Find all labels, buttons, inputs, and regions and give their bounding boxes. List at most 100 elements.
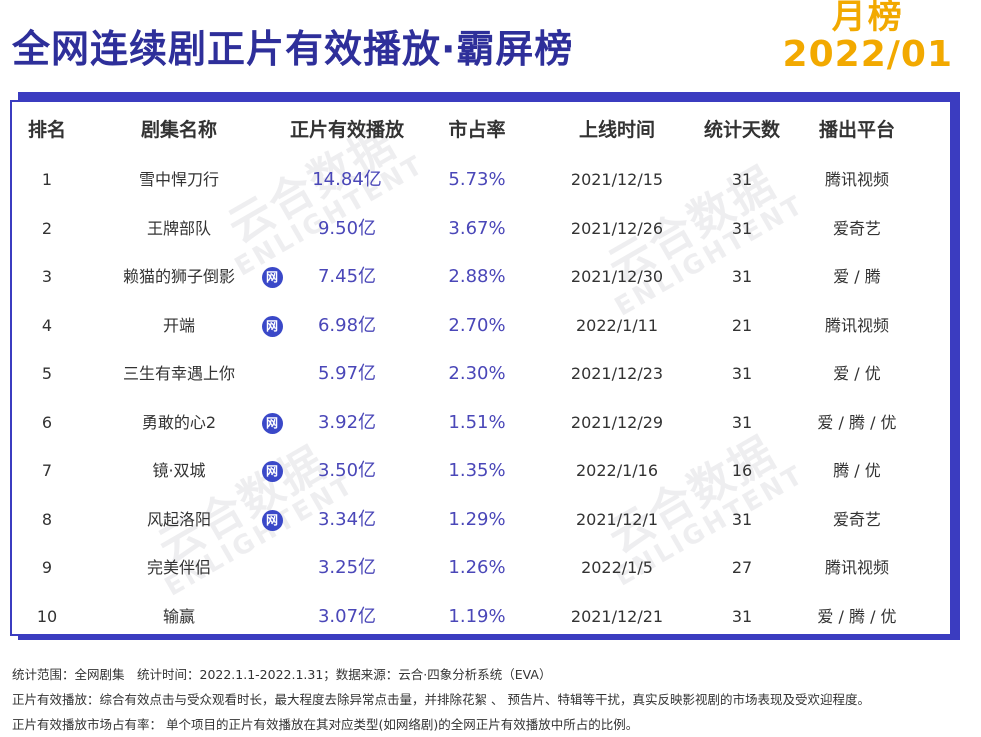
release-cell: 2022/1/16 — [575, 461, 659, 480]
release-cell: 2022/1/5 — [581, 558, 653, 577]
table-row: 8 风起洛阳 网 3.34亿 1.29% 2021/12/1 31 爱奇艺 — [12, 496, 950, 544]
release-cell: 2021/12/21 — [570, 606, 664, 626]
days-cell: 31 — [731, 606, 753, 626]
header-days: 统计天数 — [703, 119, 780, 141]
share-cell: 2.88% — [448, 266, 506, 287]
plays-cell: 7.45亿 — [317, 266, 377, 287]
platform-cell: 腾讯视频 — [824, 170, 889, 189]
plays-cell: 3.07亿 — [317, 605, 377, 627]
platform-cell: 爱 / 腾 / 优 — [817, 606, 897, 626]
header-share: 市占率 — [448, 119, 506, 141]
page-title: 全网连续剧正片有效播放·霸屏榜 — [12, 27, 574, 71]
web-series-badge: 网 — [261, 267, 283, 288]
platform-cell: 腾讯视频 — [824, 315, 889, 335]
title-cell: 风起洛阳 — [146, 509, 211, 529]
footnotes: 统计范围：全网剧集 统计时间：2022.1.1-2022.1.31；数据来源：云… — [12, 662, 870, 737]
plays-cell: 3.25亿 — [317, 557, 377, 578]
plays-cell: 3.92亿 — [317, 411, 377, 433]
plays-cell: 5.97亿 — [317, 363, 377, 384]
header-release: 上线时间 — [578, 119, 655, 141]
release-cell: 2021/12/26 — [570, 218, 664, 238]
share-cell: 3.67% — [448, 217, 506, 239]
table-header-row: 排名 剧集名称 正片有效播放 市占率 上线时间 统计天数 播出平台 — [12, 106, 950, 154]
release-cell: 2021/12/29 — [570, 412, 664, 432]
table-row: 3 赖猫的狮子倒影 网 7.45亿 2.88% 2021/12/30 31 爱 / 腾 — [12, 253, 950, 301]
table-row: 5 三生有幸遇上你 5.97亿 2.30% 2021/12/23 31 爱 / 优 — [12, 350, 950, 398]
platform-cell: 爱奇艺 — [832, 509, 881, 529]
days-cell: 31 — [731, 364, 753, 383]
table-row: 9 完美伴侣 3.25亿 1.26% 2022/1/5 27 腾讯视频 — [12, 544, 950, 592]
web-series-badge: 网 — [261, 412, 283, 434]
share-cell: 1.51% — [448, 411, 506, 433]
rank-cell: 4 — [41, 315, 53, 335]
rank-cell: 7 — [41, 461, 53, 480]
header-rank: 排名 — [27, 119, 66, 141]
release-cell: 2022/1/11 — [575, 315, 659, 335]
web-series-icon: 网 — [260, 253, 284, 301]
title-cell: 开端 — [162, 315, 195, 335]
release-cell: 2021/12/23 — [570, 364, 664, 383]
platform-cell: 爱奇艺 — [832, 218, 881, 238]
title-cell: 王牌部队 — [146, 218, 211, 238]
header-platform: 播出平台 — [818, 119, 895, 141]
table-row: 1 雪中悍刀行 14.84亿 5.73% 2021/12/15 31 腾讯视频 — [12, 156, 950, 204]
title-cell: 完美伴侣 — [146, 558, 211, 577]
share-cell: 1.19% — [448, 605, 506, 627]
share-cell: 1.29% — [448, 508, 506, 530]
share-cell: 1.35% — [448, 460, 506, 481]
plays-cell: 6.98亿 — [317, 314, 377, 336]
days-cell: 31 — [731, 170, 753, 189]
release-cell: 2021/12/15 — [570, 170, 664, 189]
table-row: 7 镜·双城 网 3.50亿 1.35% 2022/1/16 16 腾 / 优 — [12, 447, 950, 495]
rank-cell: 8 — [41, 509, 53, 529]
plays-cell: 3.50亿 — [317, 460, 377, 481]
rank-cell: 3 — [41, 267, 53, 286]
title-cell: 赖猫的狮子倒影 — [122, 267, 235, 286]
plays-cell: 9.50亿 — [317, 217, 377, 239]
days-cell: 31 — [731, 509, 753, 529]
title-cell: 三生有幸遇上你 — [122, 364, 235, 383]
release-cell: 2021/12/30 — [570, 267, 664, 286]
rank-cell: 6 — [41, 412, 53, 432]
plays-cell: 14.84亿 — [312, 169, 382, 190]
days-cell: 16 — [731, 461, 753, 480]
plays-cell: 3.34亿 — [317, 508, 377, 530]
web-series-badge: 网 — [261, 461, 283, 482]
rank-cell: 5 — [41, 364, 53, 383]
table-row: 10 输赢 3.07亿 1.19% 2021/12/21 31 爱 / 腾 / 优 — [12, 593, 950, 635]
rank-cell: 9 — [41, 558, 53, 577]
footnote-share: 正片有效播放市场占有率： 单个项目的正片有效播放在其对应类型(如网络剧)的全网正… — [12, 717, 639, 732]
table-row: 6 勇敢的心2 网 3.92亿 1.51% 2021/12/29 31 爱 / 腾 / 优 — [12, 399, 950, 447]
platform-cell: 腾 / 优 — [833, 461, 881, 480]
period-type-label: 月榜 — [831, 0, 904, 37]
share-cell: 2.30% — [448, 363, 506, 384]
share-cell: 1.26% — [448, 557, 506, 578]
web-series-badge: 网 — [261, 315, 283, 337]
footnote-scope: 统计范围：全网剧集 统计时间：2022.1.1-2022.1.31；数据来源：云… — [12, 667, 552, 682]
share-cell: 2.70% — [448, 314, 506, 336]
rank-cell: 10 — [36, 606, 58, 626]
rank-cell: 1 — [41, 170, 53, 189]
title-cell: 输赢 — [162, 606, 195, 626]
days-cell: 31 — [731, 267, 753, 286]
period-badge: 月榜 2022/01 — [783, 0, 953, 73]
ranking-table: 云合数据 ENLIGHTENT 云合数据 ENLIGHTENT 云合数据 ENL… — [10, 100, 952, 636]
platform-cell: 爱 / 腾 — [833, 267, 881, 286]
web-series-icon: 网 — [260, 447, 284, 495]
table-row: 2 王牌部队 9.50亿 3.67% 2021/12/26 31 爱奇艺 — [12, 205, 950, 253]
period-date-label: 2022/01 — [782, 33, 953, 75]
platform-cell: 腾讯视频 — [824, 558, 889, 577]
share-cell: 5.73% — [448, 169, 506, 190]
web-series-icon: 网 — [260, 302, 284, 350]
footnote-definition: 正片有效播放：综合有效点击与受众观看时长，最大程度去除异常点击量，并排除花絮 、… — [12, 692, 870, 707]
rank-cell: 2 — [41, 218, 53, 238]
release-cell: 2021/12/1 — [575, 509, 659, 529]
title-cell: 镜·双城 — [152, 461, 206, 480]
header-plays: 正片有效播放 — [289, 119, 404, 141]
table-row: 4 开端 网 6.98亿 2.70% 2022/1/11 21 腾讯视频 — [12, 302, 950, 350]
title-cell: 勇敢的心2 — [141, 412, 217, 432]
web-series-badge: 网 — [261, 509, 283, 531]
days-cell: 27 — [731, 558, 753, 577]
title-cell: 雪中悍刀行 — [138, 170, 219, 189]
days-cell: 21 — [731, 315, 753, 335]
